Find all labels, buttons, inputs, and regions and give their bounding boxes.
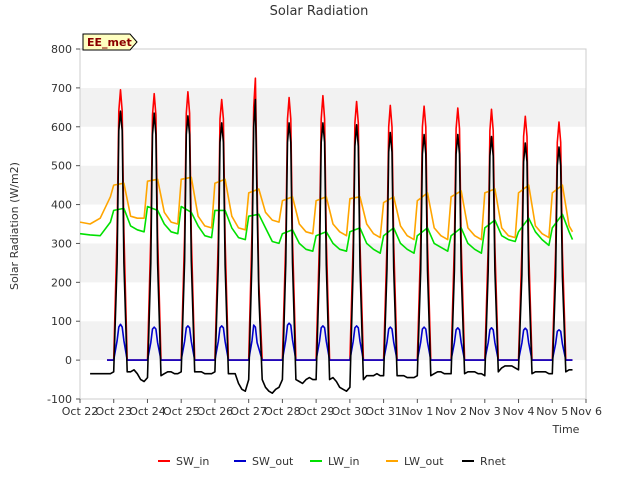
y-tick-label: 200 [51,276,72,289]
x-tick-label: Nov 2 [435,405,467,418]
x-tick-label: Oct 31 [365,405,402,418]
grid-band [80,360,586,399]
chart-title: Solar Radiation [270,4,369,19]
station-badge: EE_met [82,33,138,51]
x-tick-label: Nov 1 [401,405,433,418]
x-tick-label: Oct 30 [332,405,369,418]
x-tick-label: Oct 27 [230,405,267,418]
y-tick-label: 700 [51,82,72,95]
y-tick-label: 100 [51,315,72,328]
grid-band [80,165,586,205]
x-tick-label: Nov 5 [536,405,568,418]
y-tick-label: 800 [51,43,72,56]
grid-band [80,49,586,88]
x-tick-label: Nov 4 [503,405,535,418]
y-tick-label: 300 [51,237,72,250]
y-tick-label: -100 [47,393,72,406]
badge-shape [82,33,138,51]
y-tick-label: 600 [51,121,72,134]
x-tick-label: Oct 24 [129,405,166,418]
grid-band [80,243,586,283]
series-lines [80,77,574,395]
x-tick-label: Oct 25 [163,405,200,418]
x-tick-label: Nov 3 [469,405,501,418]
grid-band [80,321,586,361]
legend-label: LW_out [404,455,444,468]
legend-label: Rnet [480,455,506,468]
badge-label: EE_met [87,36,132,49]
x-tick-label: Oct 26 [197,405,234,418]
series-line-rnet [90,98,573,395]
x-axis-label: Time [552,423,580,436]
legend-label: LW_in [328,455,360,468]
series-line-sw-out [107,322,573,361]
y-tick-label: 500 [51,160,72,173]
grid-band [80,126,586,166]
grid-band [80,282,586,322]
grid-band [80,87,586,127]
y-tick-label: 400 [51,199,72,212]
y-axis-label: Solar Radiation (W/m2) [8,162,21,290]
x-tick-label: Oct 28 [264,405,301,418]
legend-label: SW_in [176,455,209,468]
legend: SW_in SW_out LW_in LW_out Rnet [158,455,506,468]
x-tick-label: Nov 6 [570,405,602,418]
series-line-lw-out [80,176,574,241]
x-tick-label: Oct 29 [298,405,335,418]
y-tick-label: 0 [65,354,72,367]
plot-frame [79,48,587,400]
legend-label: SW_out [252,455,294,468]
x-tick-label: Oct 23 [95,405,132,418]
y-axis-ticks: -100 0 100 200 300 400 500 600 700 800 [47,43,80,406]
x-tick-label: Oct 22 [62,405,99,418]
